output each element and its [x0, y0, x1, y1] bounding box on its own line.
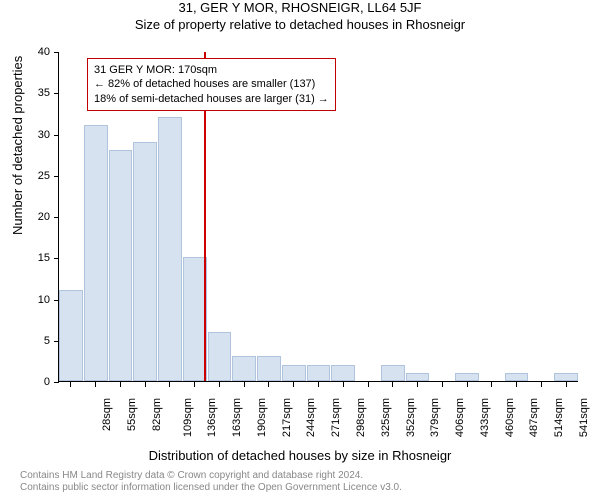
- chart: 31 GER Y MOR: 170sqm← 82% of detached ho…: [58, 52, 578, 420]
- ytick-mark: [54, 217, 59, 218]
- xtick-label: 28sqm: [101, 398, 113, 431]
- xtick-label: 352sqm: [405, 398, 417, 437]
- ytick-label: 15: [20, 252, 50, 264]
- footer: Contains HM Land Registry data © Crown c…: [20, 470, 402, 494]
- xtick-label: 82sqm: [151, 398, 163, 431]
- xtick-mark: [268, 382, 269, 387]
- bar: [257, 356, 281, 381]
- xtick-label: 163sqm: [231, 398, 243, 437]
- xtick-mark: [368, 382, 369, 387]
- ytick-label: 35: [20, 87, 50, 99]
- xtick-mark: [392, 382, 393, 387]
- xtick-mark: [566, 382, 567, 387]
- xtick-label: 136sqm: [207, 398, 219, 437]
- page-title: 31, GER Y MOR, RHOSNEIGR, LL64 5JF: [0, 0, 600, 15]
- ytick-label: 25: [20, 170, 50, 182]
- bar: [554, 373, 578, 381]
- ytick-label: 10: [20, 294, 50, 306]
- xtick-mark: [145, 382, 146, 387]
- bar: [307, 365, 331, 382]
- bar: [208, 332, 232, 382]
- ytick-mark: [54, 135, 59, 136]
- ytick-label: 5: [20, 335, 50, 347]
- bar: [84, 125, 108, 381]
- xtick-label: 487sqm: [528, 398, 540, 437]
- xtick-label: 271sqm: [330, 398, 342, 437]
- bar: [232, 356, 256, 381]
- xtick-label: 109sqm: [182, 398, 194, 437]
- bar: [59, 290, 83, 381]
- footer-line: Contains public sector information licen…: [20, 482, 402, 494]
- bar: [282, 365, 306, 382]
- plot-area: 31 GER Y MOR: 170sqm← 82% of detached ho…: [58, 52, 578, 382]
- xtick-label: 55sqm: [126, 398, 138, 431]
- y-axis-label: Number of detached properties: [10, 56, 25, 235]
- xtick-label: 325sqm: [380, 398, 392, 437]
- bar: [381, 365, 405, 382]
- bar: [109, 150, 133, 381]
- xtick-mark: [491, 382, 492, 387]
- annotation-line: 31 GER Y MOR: 170sqm: [94, 63, 329, 77]
- xtick-mark: [516, 382, 517, 387]
- bar: [406, 373, 430, 381]
- xtick-mark: [442, 382, 443, 387]
- bar: [158, 117, 182, 381]
- annotation-line: ← 82% of detached houses are smaller (13…: [94, 77, 329, 91]
- xtick-mark: [95, 382, 96, 387]
- annotation-box: 31 GER Y MOR: 170sqm← 82% of detached ho…: [87, 58, 336, 111]
- xtick-mark: [541, 382, 542, 387]
- xtick-label: 541sqm: [578, 398, 590, 437]
- ytick-mark: [54, 176, 59, 177]
- xtick-label: 379sqm: [429, 398, 441, 437]
- annotation-line: 18% of semi-detached houses are larger (…: [94, 92, 329, 106]
- xtick-label: 298sqm: [355, 398, 367, 437]
- xtick-mark: [343, 382, 344, 387]
- xtick-mark: [70, 382, 71, 387]
- xtick-mark: [318, 382, 319, 387]
- ytick-mark: [54, 93, 59, 94]
- xtick-label: 217sqm: [281, 398, 293, 437]
- ytick-mark: [54, 52, 59, 53]
- ytick-label: 20: [20, 211, 50, 223]
- xtick-label: 406sqm: [454, 398, 466, 437]
- ytick-mark: [54, 382, 59, 383]
- x-axis-label: Distribution of detached houses by size …: [0, 448, 600, 463]
- xtick-mark: [169, 382, 170, 387]
- xtick-label: 514sqm: [553, 398, 565, 437]
- xtick-mark: [417, 382, 418, 387]
- xtick-label: 433sqm: [479, 398, 491, 437]
- ytick-label: 30: [20, 129, 50, 141]
- xtick-mark: [467, 382, 468, 387]
- bar: [455, 373, 479, 381]
- xtick-mark: [120, 382, 121, 387]
- page-subtitle: Size of property relative to detached ho…: [0, 17, 600, 32]
- xtick-label: 190sqm: [256, 398, 268, 437]
- bar: [331, 365, 355, 382]
- footer-line: Contains HM Land Registry data © Crown c…: [20, 470, 402, 482]
- bar: [133, 142, 157, 381]
- xtick-mark: [194, 382, 195, 387]
- bar: [505, 373, 529, 381]
- ytick-label: 40: [20, 46, 50, 58]
- ytick-mark: [54, 258, 59, 259]
- xtick-mark: [244, 382, 245, 387]
- xtick-mark: [219, 382, 220, 387]
- xtick-label: 460sqm: [504, 398, 516, 437]
- xtick-label: 244sqm: [306, 398, 318, 437]
- ytick-label: 0: [20, 376, 50, 388]
- xtick-mark: [293, 382, 294, 387]
